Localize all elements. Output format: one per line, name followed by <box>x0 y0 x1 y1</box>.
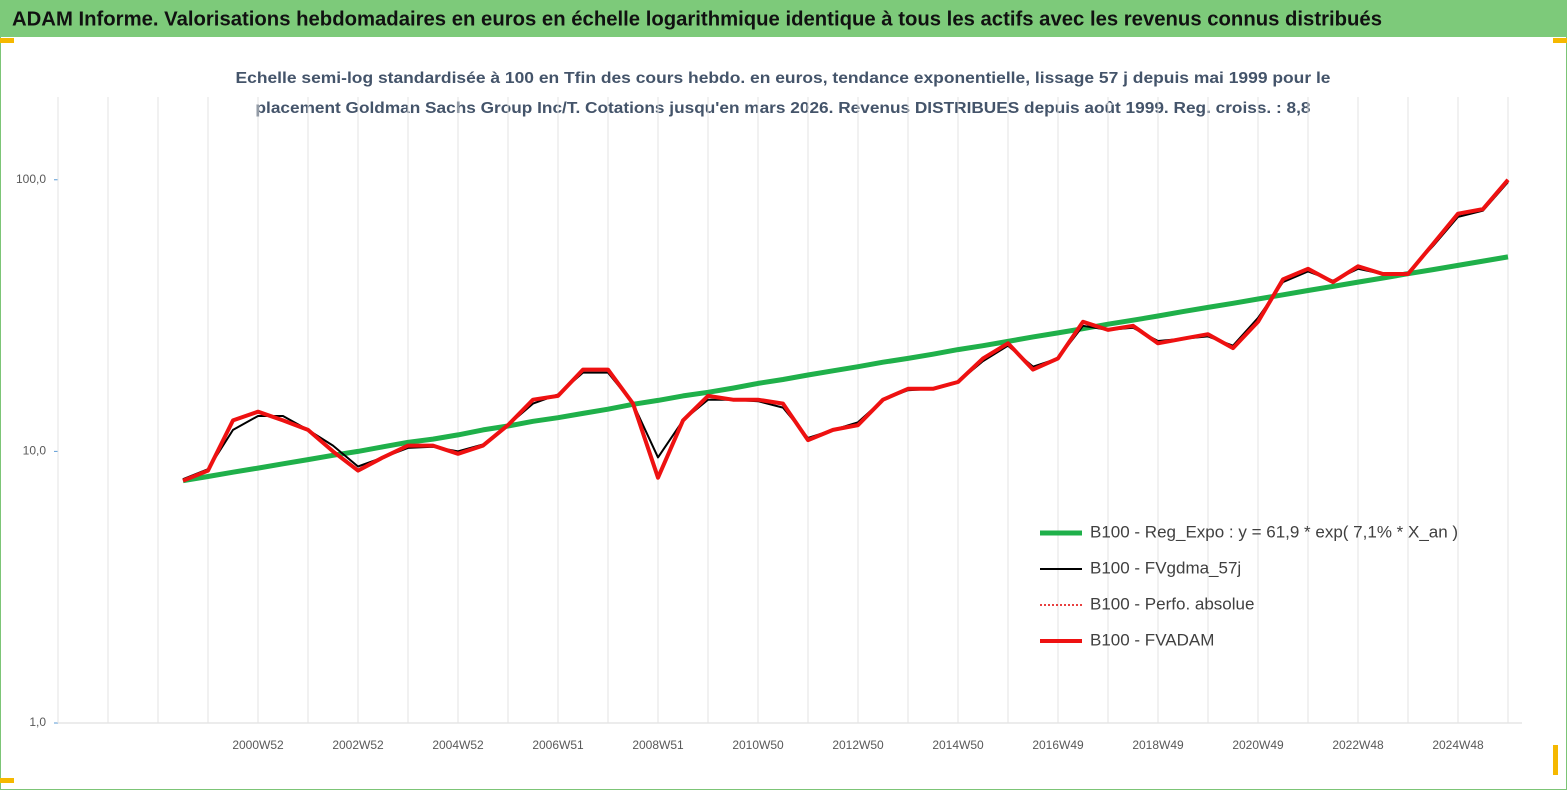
corner-mark <box>1553 38 1567 43</box>
y-tick-label: 100,0 <box>16 172 46 186</box>
corner-mark <box>0 778 14 783</box>
x-tick-label: 2020W49 <box>1232 738 1284 752</box>
x-tick-label: 2024W48 <box>1432 738 1484 752</box>
x-tick-label: 2016W49 <box>1032 738 1084 752</box>
y-tick-label: 1,0 <box>29 715 46 729</box>
x-tick-label: 2006W51 <box>532 738 584 752</box>
y-tick-label: 10,0 <box>23 444 47 458</box>
chart-title: ADAM Informe. Valorisations hebdomadaire… <box>12 8 1382 30</box>
x-tick-label: 2008W51 <box>632 738 684 752</box>
x-tick-label: 2022W48 <box>1332 738 1384 752</box>
x-tick-label: 2014W50 <box>932 738 984 752</box>
x-tick-label: 2012W50 <box>832 738 884 752</box>
chart-subtitle: placement Goldman Sachs Group Inc/T. Cot… <box>256 100 1311 117</box>
x-tick-label: 2018W49 <box>1132 738 1184 752</box>
series-line <box>182 178 1510 483</box>
header-bar <box>0 0 1567 37</box>
corner-mark <box>0 38 14 43</box>
legend-label: B100 - Perfo. absolue <box>1090 594 1254 613</box>
x-tick-label: 2000W52 <box>232 738 284 752</box>
legend-label: B100 - FVgdma_57j <box>1090 558 1241 577</box>
chart-subtitle: Echelle semi-log standardisée à 100 en T… <box>236 70 1331 87</box>
corner-mark <box>1553 745 1558 775</box>
series-line <box>182 254 1509 484</box>
x-tick-label: 2004W52 <box>432 738 484 752</box>
x-tick-label: 2002W52 <box>332 738 384 752</box>
legend-label: B100 - FVADAM <box>1090 630 1214 649</box>
x-tick-label: 2010W50 <box>732 738 784 752</box>
legend-label: B100 - Reg_Expo : y = 61,9 * exp( 7,1% *… <box>1090 522 1458 541</box>
